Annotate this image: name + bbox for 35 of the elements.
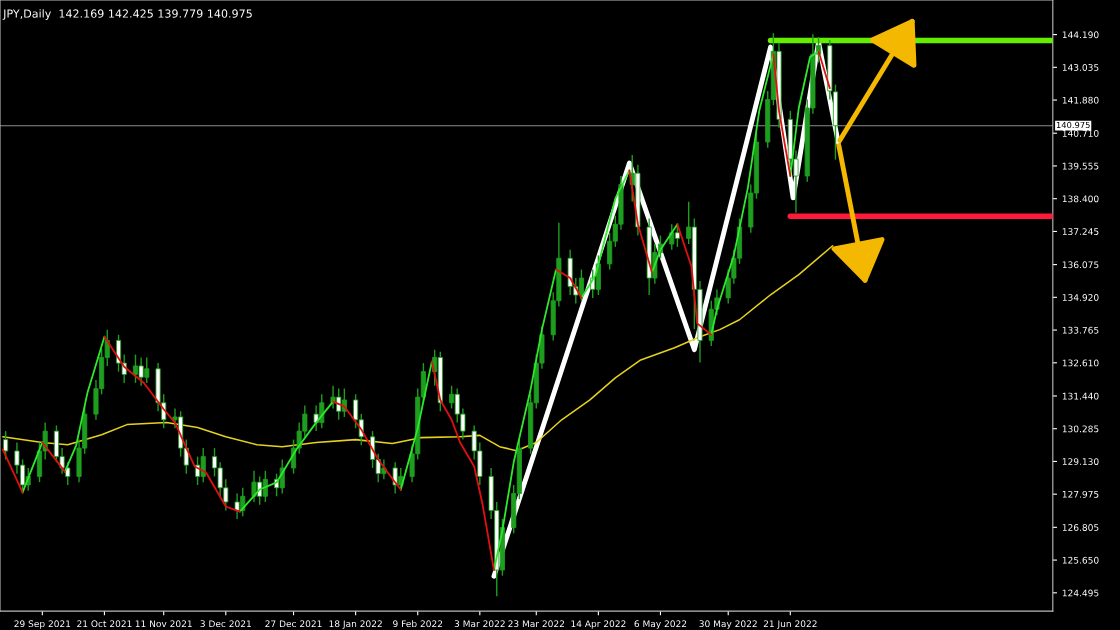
x-tick-label: 3 Mar 2022 xyxy=(454,620,505,628)
x-tick-label: 11 Nov 2021 xyxy=(135,620,192,628)
y-tick-label: 140.710 xyxy=(1062,129,1099,137)
y-tick-label: 134.920 xyxy=(1062,294,1099,301)
x-tick-label: 29 Sep 2021 xyxy=(14,620,71,629)
y-tick-label: 131.440 xyxy=(1062,392,1099,400)
y-tick-label: 136.075 xyxy=(1062,261,1099,269)
y-tick-label: 127.975 xyxy=(1062,490,1099,498)
y-tick-label: 129.130 xyxy=(1062,458,1099,465)
text: JPY,Daily 142.169 142.425 139.779 140.975 xyxy=(2,9,252,20)
y-tick-label: 132.610 xyxy=(1062,359,1099,367)
x-tick-label: 3 Dec 2021 xyxy=(200,620,251,628)
candlestick xyxy=(3,430,9,461)
x-tick-label: 27 Dec 2021 xyxy=(265,620,322,628)
x-tick-label: 30 May 2022 xyxy=(699,620,757,629)
x-tick-label: 9 Feb 2022 xyxy=(393,620,443,628)
x-tick-label: 18 Jan 2022 xyxy=(329,620,382,629)
y-tick-label: 126.805 xyxy=(1062,524,1099,531)
y-tick-label: 137.245 xyxy=(1062,228,1099,235)
y-tick-label: 124.495 xyxy=(1062,589,1099,597)
ref-line-label: 140.975 xyxy=(1056,121,1090,129)
x-tick-label: 23 Mar 2022 xyxy=(508,620,564,628)
y-tick-label: 139.555 xyxy=(1062,162,1099,170)
y-tick-label: 141.880 xyxy=(1062,96,1099,104)
x-tick-label: 14 Apr 2022 xyxy=(571,620,626,629)
y-tick-label: 125.650 xyxy=(1062,556,1099,564)
line-series xyxy=(2,244,834,452)
x-tick-label: 21 Jun 2022 xyxy=(763,620,817,629)
x-tick-label: 21 Oct 2021 xyxy=(77,620,132,628)
y-tick-label: 144.190 xyxy=(1062,31,1099,39)
y-tick-label: 138.400 xyxy=(1062,195,1099,203)
y-tick-label: 143.035 xyxy=(1062,64,1099,71)
x-tick-label: 6 May 2022 xyxy=(634,620,687,629)
y-tick-label: 133.765 xyxy=(1062,326,1099,334)
y-tick-label: 130.285 xyxy=(1062,425,1099,433)
